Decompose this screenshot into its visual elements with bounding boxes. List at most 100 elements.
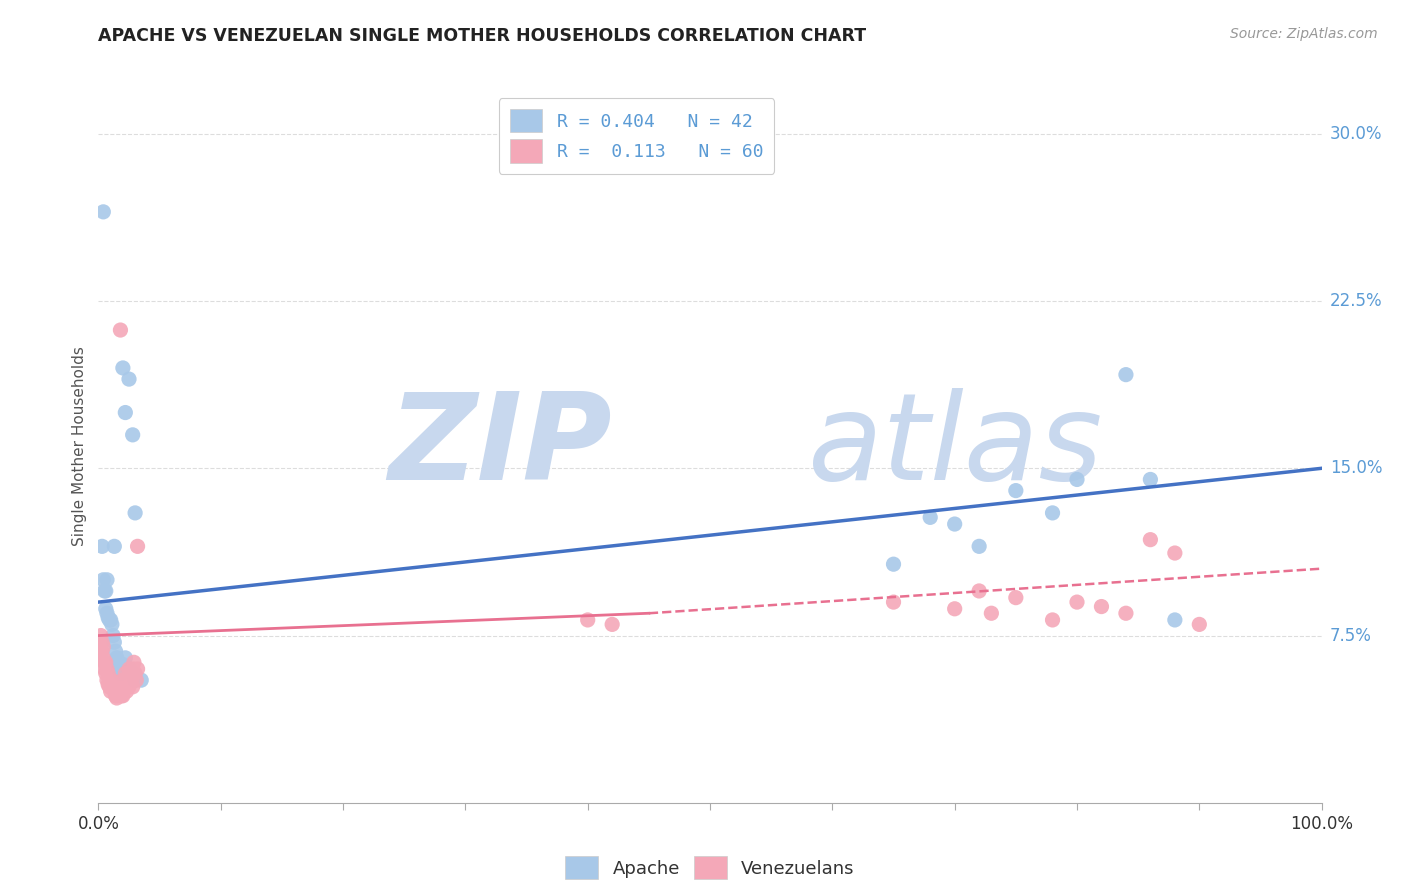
Point: [93, 662, 115, 676]
Point: [91, 573, 114, 587]
Point: [114, 651, 136, 665]
Point: [1188, 617, 1211, 632]
Point: [100, 673, 122, 687]
Text: ZIP: ZIP: [388, 387, 612, 505]
Point: [108, 662, 131, 676]
Point: [105, 651, 128, 665]
Point: [920, 510, 942, 524]
Point: [967, 539, 990, 553]
Point: [104, 689, 127, 703]
Point: [1066, 595, 1088, 609]
Point: [107, 655, 129, 669]
Y-axis label: Single Mother Households: Single Mother Households: [72, 346, 87, 546]
Point: [1042, 613, 1064, 627]
Point: [91, 204, 114, 219]
Point: [1164, 546, 1187, 560]
Point: [124, 666, 146, 681]
Point: [104, 644, 127, 658]
Point: [115, 684, 138, 698]
Point: [100, 613, 122, 627]
Point: [1004, 483, 1026, 498]
Point: [94, 602, 117, 616]
Point: [101, 673, 124, 687]
Point: [101, 628, 124, 642]
Point: [114, 680, 136, 694]
Point: [90, 651, 112, 665]
Point: [120, 666, 142, 681]
Point: [103, 635, 125, 649]
Point: [97, 678, 120, 692]
Point: [111, 689, 134, 703]
Point: [1139, 473, 1161, 487]
Point: [1042, 506, 1064, 520]
Point: [121, 680, 143, 694]
Point: [1066, 473, 1088, 487]
Point: [127, 662, 149, 676]
Point: [91, 651, 114, 665]
Point: [96, 662, 118, 676]
Point: [1139, 533, 1161, 547]
Point: [121, 427, 143, 442]
Point: [101, 617, 124, 632]
Point: [124, 673, 146, 687]
Text: 7.5%: 7.5%: [1330, 626, 1372, 645]
Point: [107, 689, 129, 703]
Point: [118, 372, 141, 386]
Point: [90, 628, 112, 642]
Point: [91, 539, 114, 553]
Point: [105, 690, 128, 705]
Point: [91, 644, 114, 658]
Point: [124, 506, 146, 520]
Point: [98, 680, 121, 694]
Point: [1115, 607, 1137, 621]
Point: [111, 657, 134, 672]
Point: [105, 684, 128, 698]
Point: [111, 360, 134, 375]
Point: [1090, 599, 1112, 614]
Point: [121, 662, 143, 676]
Point: [96, 607, 118, 621]
Text: atlas: atlas: [808, 387, 1104, 505]
Point: [120, 673, 142, 687]
Point: [122, 655, 145, 669]
Point: [114, 405, 136, 420]
Point: [93, 655, 115, 669]
Point: [91, 635, 114, 649]
Text: 15.0%: 15.0%: [1330, 459, 1382, 477]
Point: [93, 583, 115, 598]
Point: [97, 666, 120, 681]
Point: [883, 595, 905, 609]
Point: [111, 673, 134, 687]
Point: [1164, 613, 1187, 627]
Point: [967, 583, 990, 598]
Point: [111, 689, 134, 703]
Text: 22.5%: 22.5%: [1330, 292, 1382, 310]
Text: Source: ZipAtlas.com: Source: ZipAtlas.com: [1230, 27, 1378, 41]
Point: [96, 573, 118, 587]
Point: [1004, 591, 1026, 605]
Point: [108, 684, 131, 698]
Point: [110, 680, 132, 694]
Point: [118, 662, 141, 676]
Point: [576, 613, 599, 627]
Point: [110, 666, 132, 681]
Point: [110, 323, 132, 337]
Point: [117, 673, 139, 687]
Point: [883, 557, 905, 572]
Point: [98, 613, 121, 627]
Point: [101, 680, 124, 694]
Point: [111, 662, 134, 676]
Point: [98, 673, 121, 687]
Point: [103, 684, 125, 698]
Text: APACHE VS VENEZUELAN SINGLE MOTHER HOUSEHOLDS CORRELATION CHART: APACHE VS VENEZUELAN SINGLE MOTHER HOUSE…: [98, 27, 866, 45]
Point: [114, 666, 136, 681]
Point: [943, 602, 966, 616]
Point: [600, 617, 623, 632]
Point: [1115, 368, 1137, 382]
Point: [100, 684, 122, 698]
Point: [118, 680, 141, 694]
Point: [91, 640, 114, 654]
Legend: Apache, Venezuelans: Apache, Venezuelans: [558, 849, 862, 887]
Point: [94, 666, 117, 681]
Text: 30.0%: 30.0%: [1330, 125, 1382, 143]
